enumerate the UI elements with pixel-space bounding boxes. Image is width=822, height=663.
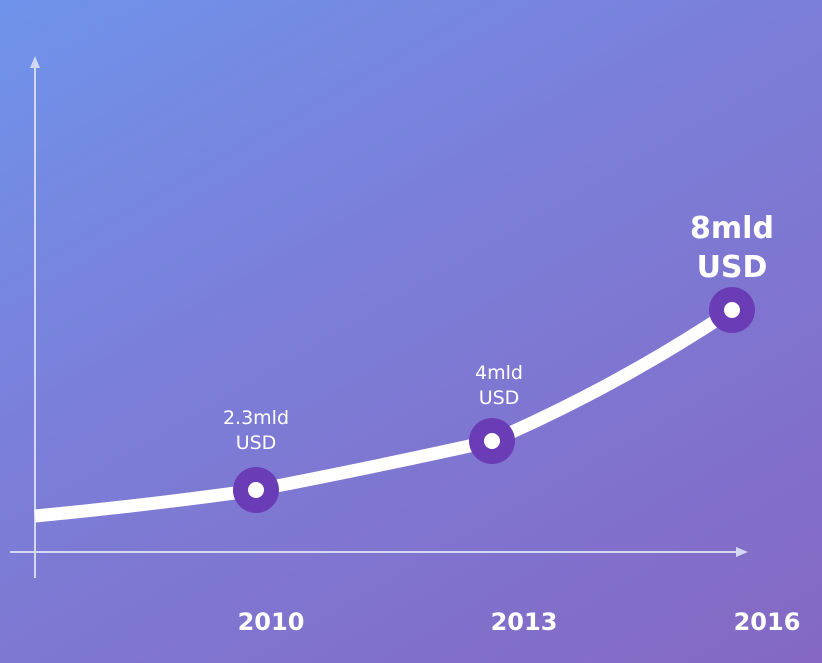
- x-tick-label: 2010: [238, 608, 305, 636]
- data-point-2013: [469, 418, 515, 464]
- data-label-unit: USD: [236, 432, 277, 454]
- data-label-value: 4mld: [475, 362, 523, 384]
- x-tick-label: 2013: [491, 608, 558, 636]
- marker-center: [724, 302, 740, 318]
- data-label-value: 2.3mld: [223, 407, 289, 429]
- x-axis-arrow: [736, 547, 748, 557]
- data-point-2016: [709, 287, 755, 333]
- series-line: [34, 304, 736, 523]
- data-label-unit: USD: [479, 387, 520, 409]
- x-tick-label: 2016: [734, 608, 801, 636]
- data-point-2010: [233, 467, 279, 513]
- marker-center: [248, 482, 264, 498]
- marker-center: [484, 433, 500, 449]
- data-label-unit: USD: [697, 250, 768, 285]
- data-label-value: 8mld: [690, 211, 774, 246]
- y-axis-arrow: [30, 56, 40, 68]
